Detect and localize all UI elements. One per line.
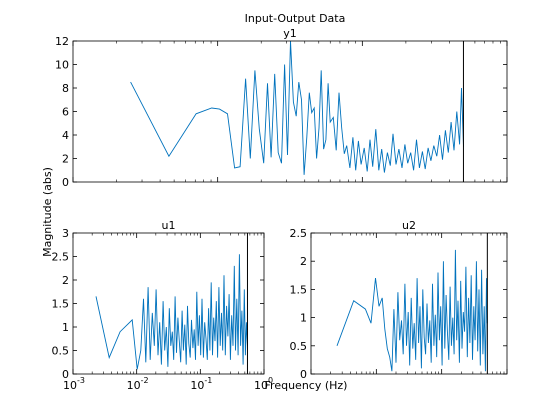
- series-line-u1: [95, 254, 248, 370]
- x-tick-label-u1: 10: [254, 379, 268, 392]
- y-tick-label-y1: 8: [62, 82, 69, 95]
- x-tick-exponent-u1: -3: [77, 376, 85, 385]
- y-tick-label-y1: 0: [62, 176, 69, 189]
- subplot-title-y1: y1: [283, 27, 297, 40]
- y-tick-label-y1: 6: [62, 106, 69, 119]
- x-tick-label-u1: 10: [127, 379, 141, 392]
- y-tick-label-y1: 10: [55, 59, 69, 72]
- y-tick-label-y1: 4: [62, 129, 69, 142]
- x-tick-exponent-u1: -2: [141, 376, 149, 385]
- y-tick-label-y1: 2: [62, 153, 69, 166]
- y-tick-label-u1: 1: [62, 321, 69, 334]
- y-tick-label-y1: 12: [55, 35, 69, 48]
- y-tick-label-u1: 0.5: [52, 345, 70, 358]
- y-tick-label-u1: 3: [62, 227, 69, 240]
- x-tick-exponent-u1: -1: [204, 376, 212, 385]
- y-tick-label-u2: 1.5: [290, 283, 308, 296]
- y-tick-label-u2: 0: [300, 368, 307, 381]
- y-tick-label-u1: 2.5: [52, 251, 70, 264]
- x-tick-exponent-u1: 0: [268, 376, 273, 385]
- y-tick-label-u1: 2: [62, 274, 69, 287]
- axes-frame-u2: [310, 232, 508, 375]
- subplot-title-u2: u2: [402, 219, 416, 232]
- y-tick-label-u1: 1.5: [52, 298, 70, 311]
- subplot-title-u1: u1: [162, 219, 176, 232]
- axes-y1: y1 0 2 4 6 8 10 12: [55, 27, 508, 189]
- x-tick-label-u1: 10: [63, 379, 77, 392]
- series-line-u2: [336, 249, 488, 372]
- series-line-y1: [130, 40, 464, 175]
- x-tick-label-u1: 10: [190, 379, 204, 392]
- x-axis-label: Frequency (Hz): [265, 379, 348, 392]
- y-tick-label-u2: 2.5: [290, 227, 308, 240]
- axes-u2: u2 0 0.5 1 1.5 2 2.5: [290, 219, 508, 381]
- y-tick-label-u1: 0: [62, 368, 69, 381]
- y-tick-label-u2: 1: [300, 312, 307, 325]
- y-tick-label-u2: 2: [300, 255, 307, 268]
- y-tick-label-u2: 0.5: [290, 340, 308, 353]
- figure-title: Input-Output Data: [245, 12, 346, 25]
- y-axis-label: Magnitude (abs): [41, 167, 54, 257]
